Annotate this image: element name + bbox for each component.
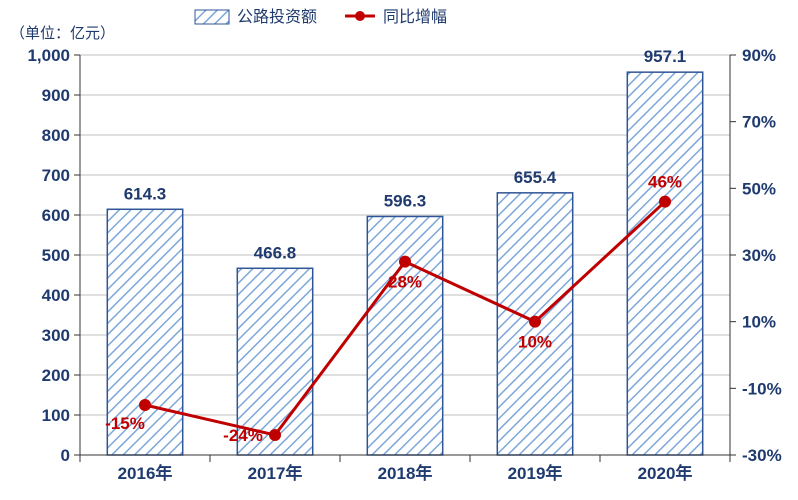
left-tick-label: 100 [42,406,70,425]
left-tick-label: 700 [42,166,70,185]
right-tick-label: 10% [742,313,776,332]
category-label: 2016年 [118,463,173,483]
line-marker [399,256,411,268]
legend-line-label: 同比增幅 [383,8,447,26]
category-label: 2019年 [508,463,563,483]
line-marker [529,316,541,328]
line-marker [139,399,151,411]
legend-bar-label: 公路投资额 [237,8,317,26]
right-tick-label: 70% [742,113,776,132]
chart-svg: 0 100 200 300 400 500 600 700 800 900 1,000 -30% -10… [0,0,798,500]
bar-value-label: 596.3 [384,191,427,210]
right-axis: -30% -10% 10% 30% 50% 70% 90% [730,46,782,465]
left-tick-label: 800 [42,126,70,145]
bar [627,72,702,455]
left-tick-label: 500 [42,246,70,265]
bar-value-label: 466.8 [254,243,297,262]
left-tick-label: 1,000 [27,46,70,65]
bar-value-label: 614.3 [124,184,167,203]
left-tick-label: 0 [61,446,70,465]
right-tick-label: -10% [742,379,782,398]
line-marker [269,429,281,441]
chart-container: 0 100 200 300 400 500 600 700 800 900 1,000 -30% -10… [0,0,798,500]
line-value-label: -24% [223,426,263,445]
line-marker [659,196,671,208]
line-value-label: -15% [105,414,145,433]
left-tick-label: 600 [42,206,70,225]
right-tick-label: 90% [742,46,776,65]
left-tick-label: 900 [42,86,70,105]
bar [367,216,442,455]
right-tick-label: 30% [742,246,776,265]
legend: 公路投资额 同比增幅 [195,8,447,26]
line-value-label: 28% [388,273,422,292]
right-tick-label: 50% [742,179,776,198]
category-label: 2018年 [378,463,433,483]
left-tick-label: 200 [42,366,70,385]
right-tick-label: -30% [742,446,782,465]
left-tick-label: 300 [42,326,70,345]
category-label: 2017年 [248,463,303,483]
unit-label: （单位：亿元） [10,25,115,42]
bar-value-label: 957.1 [644,47,687,66]
category-label: 2020年 [638,463,693,483]
line-value-label: 46% [648,173,682,192]
bar-value-label: 655.4 [514,168,557,187]
left-tick-label: 400 [42,286,70,305]
line-value-label: 10% [518,333,552,352]
legend-bar-swatch [195,10,229,24]
